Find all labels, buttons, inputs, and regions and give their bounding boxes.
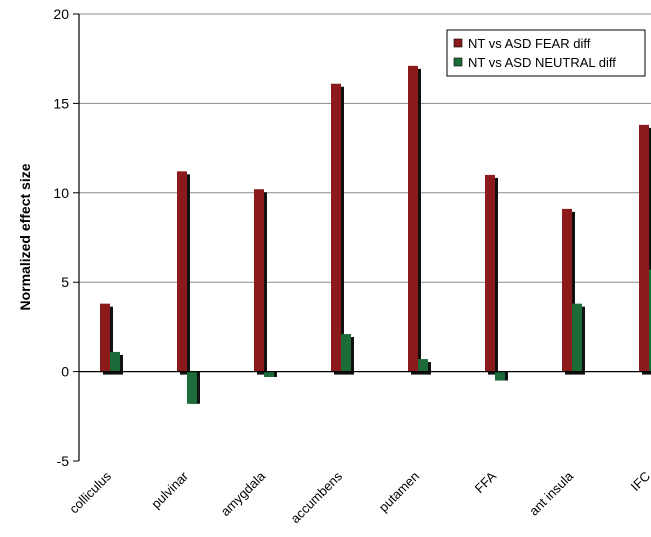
bar-fear <box>254 189 264 372</box>
x-category-label: accumbens <box>288 468 346 526</box>
bar-fear <box>177 171 187 372</box>
legend-label: NT vs ASD NEUTRAL diff <box>468 55 616 70</box>
legend-label: NT vs ASD FEAR diff <box>468 36 591 51</box>
y-tick-label: 15 <box>53 95 69 111</box>
x-category-label: putamen <box>376 469 422 515</box>
bar-neutral <box>572 303 582 372</box>
bar-fear <box>485 174 495 372</box>
x-category-label: pulvinar <box>148 468 191 511</box>
y-tick-label: 20 <box>53 6 69 22</box>
bar-fear <box>100 303 110 372</box>
axes <box>78 14 651 461</box>
gridlines <box>79 13 651 283</box>
legend: NT vs ASD FEAR diff NT vs ASD NEUTRAL dif… <box>446 29 646 77</box>
bar-neutral <box>110 351 120 372</box>
x-axis-labels: colliculus pulvinar amygdala accumbens putam… <box>66 468 651 526</box>
x-category-label: ant insula <box>526 468 577 519</box>
y-tick-label: 0 <box>61 364 69 380</box>
legend-swatch <box>453 57 463 67</box>
bar-fear <box>639 124 649 372</box>
bar-neutral <box>418 359 428 372</box>
bar-neutral <box>649 269 651 372</box>
y-axis-ticks: -5 0 5 10 15 20 <box>53 6 79 469</box>
y-tick-label: 5 <box>61 274 69 290</box>
y-tick-label: -5 <box>57 453 70 469</box>
bar-neutral <box>495 371 505 381</box>
bar-fear <box>408 65 418 372</box>
bar-fear <box>331 83 341 372</box>
bars <box>100 65 651 404</box>
legend-swatch <box>453 38 463 48</box>
bar-fear <box>562 208 572 372</box>
bar-neutral <box>341 334 351 372</box>
x-category-label: amygdala <box>218 468 269 519</box>
bar-neutral <box>264 371 274 377</box>
legend-box <box>446 29 646 77</box>
y-axis-title: Normalized effect size <box>17 163 33 310</box>
x-category-label: colliculus <box>66 468 114 516</box>
x-category-label: FFA <box>472 468 500 496</box>
y-tick-label: 10 <box>53 185 69 201</box>
bar-neutral <box>187 371 197 404</box>
x-category-label: IFC <box>628 469 651 494</box>
